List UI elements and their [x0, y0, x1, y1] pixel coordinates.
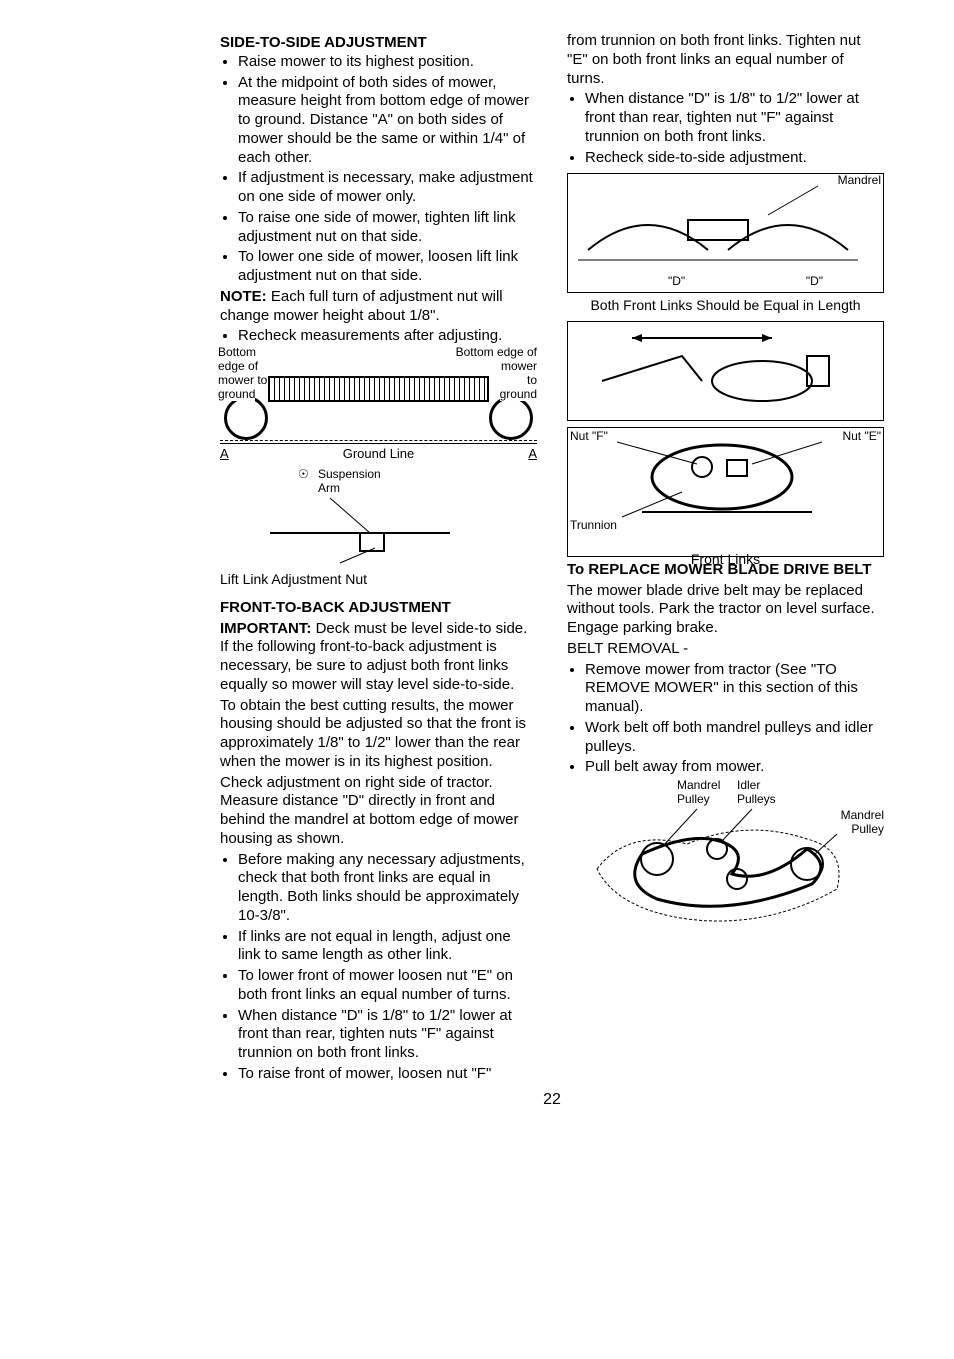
bullet: If links are not equal in length, adjust… [238, 928, 537, 966]
ground-line-label: Ground Line [343, 446, 415, 462]
d-label-2: "D" [806, 275, 823, 288]
right-column: from trunnion on both front links. Tight… [567, 30, 884, 1086]
figure-mandrel-d: Mandrel "D" "D" [567, 173, 884, 293]
figure-nuts-trunnion: Nut "F" Nut "E" Trunnion Front Links [567, 427, 884, 557]
trunnion-label: Trunnion [570, 519, 617, 532]
continuation-text: from trunnion on both front links. Tight… [567, 32, 884, 88]
front-links-caption: Front Links [572, 551, 879, 569]
d-label-1: "D" [668, 275, 685, 288]
nut-f-label: Nut "F" [570, 430, 608, 443]
para-best-cutting: To obtain the best cutting results, the … [220, 697, 537, 772]
bullet: Pull belt away from mower. [585, 758, 884, 777]
bullet: To raise one side of mower, tighten lift… [238, 209, 537, 247]
side-to-side-heading: SIDE-TO-SIDE ADJUSTMENT [220, 34, 537, 53]
bullet: Remove mower from tractor (See "TO REMOV… [585, 661, 884, 717]
nut-e-label: Nut "E" [842, 430, 881, 443]
note-label: NOTE: [220, 288, 267, 305]
belt-removal-label: BELT REMOVAL - [567, 640, 884, 659]
bullet: To lower front of mower loosen nut "E" o… [238, 967, 537, 1005]
important-para: IMPORTANT: Deck must be level side-to si… [220, 620, 537, 695]
manual-page: SIDE-TO-SIDE ADJUSTMENT Raise mower to i… [220, 30, 884, 1086]
left-column: SIDE-TO-SIDE ADJUSTMENT Raise mower to i… [220, 30, 537, 1086]
recheck-bullets: Recheck measurements after adjusting. [220, 327, 537, 346]
belt-removal-bullets: Remove mower from tractor (See "TO REMOV… [567, 661, 884, 778]
note-line: NOTE: Each full turn of adjustment nut w… [220, 288, 537, 326]
bullet: To raise front of mower, loosen nut "F" [238, 1065, 537, 1084]
replace-belt-para: The mower blade drive belt may be replac… [567, 582, 884, 638]
fig3-caption: Both Front Links Should be Equal in Leng… [567, 297, 884, 315]
side-to-side-bullets: Raise mower to its highest position. At … [220, 53, 537, 286]
bullet: Work belt off both mandrel pulleys and i… [585, 719, 884, 757]
bullet: Recheck side-to-side adjustment. [585, 149, 884, 168]
bullet: Before making any necessary adjustments,… [238, 851, 537, 926]
figure-belt-routing: Mandrel Pulley Idler Pulleys Mandrel Pul… [567, 779, 884, 959]
a-left: A [220, 446, 229, 462]
lift-link-caption: Lift Link Adjustment Nut [220, 571, 537, 589]
figure-equal-links [567, 321, 884, 421]
front-back-bullets: Before making any necessary adjustments,… [220, 851, 537, 1084]
bullet: When distance "D" is 1/8" to 1/2" lower … [585, 90, 884, 146]
right-bullets-1: When distance "D" is 1/8" to 1/2" lower … [567, 90, 884, 167]
bullet: At the midpoint of both sides of mower, … [238, 74, 537, 168]
bullet: When distance "D" is 1/8" to 1/2" lower … [238, 1007, 537, 1063]
para-check-adjustment: Check adjustment on right side of tracto… [220, 774, 537, 849]
important-label: IMPORTANT: [220, 620, 311, 637]
front-to-back-heading: FRONT-TO-BACK ADJUSTMENT [220, 599, 537, 618]
bullet: Recheck measurements after adjusting. [238, 327, 537, 346]
bullet: Raise mower to its highest position. [238, 53, 537, 72]
bullet: To lower one side of mower, loosen lift … [238, 248, 537, 286]
bullet: If adjustment is necessary, make adjustm… [238, 169, 537, 207]
figure-side-view: Bottom edge of mower to ground Bottom ed… [220, 350, 537, 589]
a-right: A [528, 446, 537, 462]
page-number: 22 [220, 1090, 884, 1110]
